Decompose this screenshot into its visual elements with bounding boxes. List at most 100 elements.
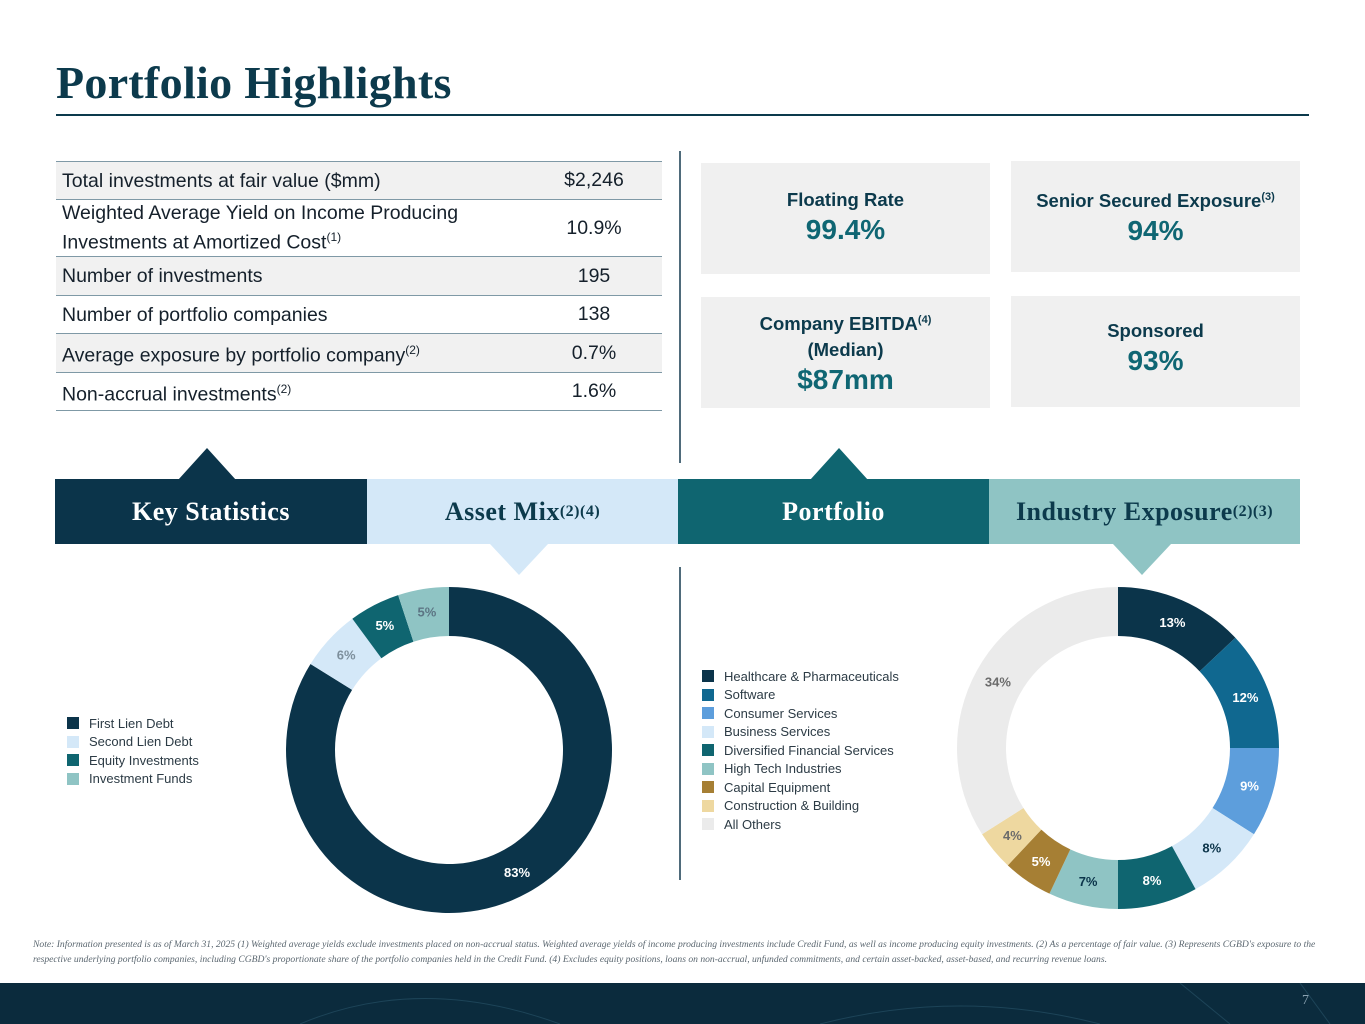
data-label: 5%	[375, 618, 394, 633]
vertical-divider-bottom	[679, 567, 681, 880]
table-row: Number of portfolio companies 138	[56, 295, 662, 334]
legend-swatch	[702, 744, 714, 757]
key-statistics-pointer	[178, 448, 236, 480]
stat-label: Total investments at fair value ($mm)	[56, 161, 526, 200]
legend-swatch	[702, 781, 714, 794]
title-rule	[56, 114, 1309, 116]
donut-slice	[1199, 637, 1279, 748]
data-label: 5%	[1032, 854, 1051, 869]
data-label: 8%	[1143, 873, 1162, 888]
table-row: Non-accrual investments(2) 1.6%	[56, 372, 662, 411]
asset-mix-donut-chart: 83% 6% 5% 5%	[285, 587, 612, 913]
legend-item: Investment Funds	[67, 770, 199, 789]
tab-key-statistics: Key Statistics	[55, 479, 367, 544]
legend-swatch	[702, 670, 714, 683]
tab-asset-mix: Asset Mix (2)(4)	[367, 479, 678, 544]
legend-item: All Others	[702, 815, 899, 834]
ebitda-median-label: (Median)	[807, 339, 884, 361]
asset-mix-legend: First Lien Debt Second Lien Debt Equity …	[67, 714, 199, 788]
table-row: Number of investments 195	[56, 256, 662, 296]
data-label: 12%	[1232, 690, 1258, 705]
floating-rate-label: Floating Rate	[786, 189, 905, 210]
stat-label: Number of portfolio companies	[56, 295, 526, 334]
table-row: Total investments at fair value ($mm) $2…	[56, 161, 662, 200]
donut-slice	[957, 587, 1118, 835]
stat-value: 195	[526, 256, 662, 296]
legend-swatch	[702, 762, 714, 775]
data-label: 34%	[985, 674, 1011, 689]
donut-slice	[1171, 808, 1254, 890]
stat-value: $2,246	[526, 161, 662, 200]
industry-exposure-pointer	[1113, 544, 1171, 575]
table-row: Weighted Average Yield on Income Produci…	[56, 199, 662, 257]
data-label: 6%	[337, 648, 356, 663]
footnote: Note: Information presented is as of Mar…	[33, 939, 1316, 965]
sponsored-label: Sponsored	[1107, 320, 1204, 341]
donut-slice	[285, 587, 612, 913]
floating-rate-value: 99.4%	[805, 214, 886, 245]
data-label: 5%	[417, 604, 436, 619]
sponsored-value: 93%	[1127, 345, 1184, 376]
stat-value: 1.6%	[526, 372, 662, 411]
stat-label: Non-accrual investments(2)	[56, 372, 526, 411]
legend-swatch	[67, 772, 79, 785]
industry-exposure-donut-chart: 13% 12% 9% 8% 8% 7% 5% 4% 34%	[957, 587, 1279, 909]
donut-slice	[1007, 829, 1071, 894]
legend-item: Healthcare & Pharmaceuticals	[702, 667, 899, 686]
data-label: 9%	[1240, 779, 1259, 794]
legend-swatch	[702, 688, 714, 701]
legend-swatch	[702, 725, 714, 738]
tab-industry-exposure: Industry Exposure (2)(3)	[989, 479, 1300, 544]
tab-portfolio: Portfolio	[678, 479, 989, 544]
legend-item: Construction & Building	[702, 797, 899, 816]
industry-exposure-legend: Healthcare & Pharmaceuticals Software Co…	[702, 667, 899, 834]
stat-label: Number of investments	[56, 256, 526, 296]
donut-slice	[398, 587, 449, 642]
legend-swatch	[67, 735, 79, 748]
senior-secured-value: 94%	[1127, 215, 1184, 247]
legend-item: Software	[702, 686, 899, 705]
legend-item: Equity Investments	[67, 751, 199, 770]
stat-value: 0.7%	[526, 333, 662, 373]
legend-item: High Tech Industries	[702, 760, 899, 779]
key-statistics-table: Total investments at fair value ($mm) $2…	[56, 161, 662, 411]
floating-rate-box: Floating Rate 99.4%	[701, 163, 990, 274]
legend-swatch	[702, 818, 714, 831]
sponsored-box: Sponsored 93%	[1011, 296, 1300, 407]
stat-label: Average exposure by portfolio company(2)	[56, 333, 526, 373]
legend-swatch	[67, 754, 79, 767]
legend-swatch	[67, 717, 79, 730]
legend-item: Diversified Financial Services	[702, 741, 899, 760]
donut-slice	[1049, 849, 1118, 909]
donut-slice	[982, 808, 1042, 866]
asset-mix-pointer	[490, 544, 548, 575]
data-label: 4%	[1003, 828, 1022, 843]
ebitda-label: Company EBITDA(4)	[759, 313, 932, 335]
table-row: Average exposure by portfolio company(2)…	[56, 333, 662, 373]
donut-slice	[1212, 748, 1279, 835]
portfolio-pointer	[810, 448, 868, 480]
footer-bar: 7	[0, 983, 1365, 1024]
data-label: 7%	[1079, 874, 1098, 889]
legend-item: Consumer Services	[702, 704, 899, 723]
donut-slice	[310, 618, 382, 690]
stat-value: 138	[526, 295, 662, 334]
legend-item: Capital Equipment	[702, 778, 899, 797]
page-title: Portfolio Highlights	[56, 57, 452, 108]
footer-decoration	[299, 983, 1331, 1024]
legend-swatch	[702, 799, 714, 812]
donut-slice	[1118, 587, 1236, 672]
page-number: 7	[1302, 993, 1309, 1008]
legend-swatch	[702, 707, 714, 720]
senior-secured-label: Senior Secured Exposure(3)	[1036, 190, 1275, 212]
senior-secured-box: Senior Secured Exposure(3) 94%	[1011, 161, 1300, 272]
data-label: 8%	[1202, 840, 1221, 855]
data-label: 83%	[504, 865, 530, 880]
ebitda-box: Company EBITDA(4) (Median) $87mm	[701, 297, 990, 408]
legend-item: First Lien Debt	[67, 714, 199, 733]
vertical-divider-top	[679, 151, 681, 463]
donut-slice	[352, 595, 414, 659]
stat-label: Weighted Average Yield on Income Produci…	[56, 199, 526, 257]
stat-value: 10.9%	[526, 199, 662, 257]
donut-slice	[1118, 846, 1196, 909]
